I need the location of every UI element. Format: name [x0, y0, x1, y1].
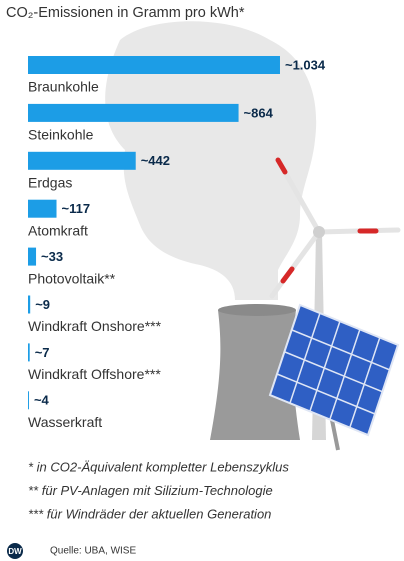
category-label: Windkraft Onshore*** [28, 318, 162, 334]
value-label: ~442 [141, 153, 170, 168]
category-label: Braunkohle [28, 79, 99, 95]
bar [28, 151, 136, 170]
turbine-blades [269, 157, 401, 299]
logo: DW [8, 547, 22, 556]
value-label: ~4 [34, 393, 50, 408]
category-label: Photovoltaik** [28, 270, 116, 286]
value-label: ~7 [35, 345, 50, 360]
bar [28, 199, 57, 218]
source: Quelle: UBA, WISE [50, 546, 136, 557]
category-label: Windkraft Offshore*** [28, 366, 161, 382]
footnote: ** für PV-Anlagen mit Silizium-Technolog… [28, 483, 273, 498]
category-label: Erdgas [28, 175, 72, 191]
bar [28, 391, 29, 410]
bar [28, 247, 37, 266]
category-label: Steinkohle [28, 127, 94, 143]
value-label: ~9 [35, 297, 50, 312]
value-label: ~33 [41, 249, 63, 264]
smoke-cloud [105, 21, 317, 300]
footnote: *** für Windräder der aktuellen Generati… [28, 506, 271, 521]
footnote: * in CO2-Äquivalent kompletter Lebenszyk… [28, 459, 289, 474]
bar [28, 56, 280, 74]
chart-title: CO₂-Emissionen in Gramm pro kWh* [6, 5, 245, 21]
value-label: ~117 [62, 201, 91, 216]
tower-top [218, 304, 296, 316]
cooling-tower [210, 310, 300, 440]
bar-group: ~1.034 Braunkohle ~864 Steinkohle ~442 Erdgas… [28, 56, 326, 430]
logo-circle [7, 543, 23, 559]
value-label: ~864 [244, 105, 274, 120]
value-label: ~1.034 [285, 57, 326, 72]
bar [28, 343, 30, 362]
category-label: Wasserkraft [28, 414, 102, 430]
background-illustration [105, 21, 401, 451]
category-label: Atomkraft [28, 222, 88, 238]
bar [28, 295, 31, 314]
footnotes: * in CO2-Äquivalent kompletter Lebenszyk… [28, 459, 289, 521]
bar [28, 103, 239, 122]
solar-panel [268, 303, 400, 451]
